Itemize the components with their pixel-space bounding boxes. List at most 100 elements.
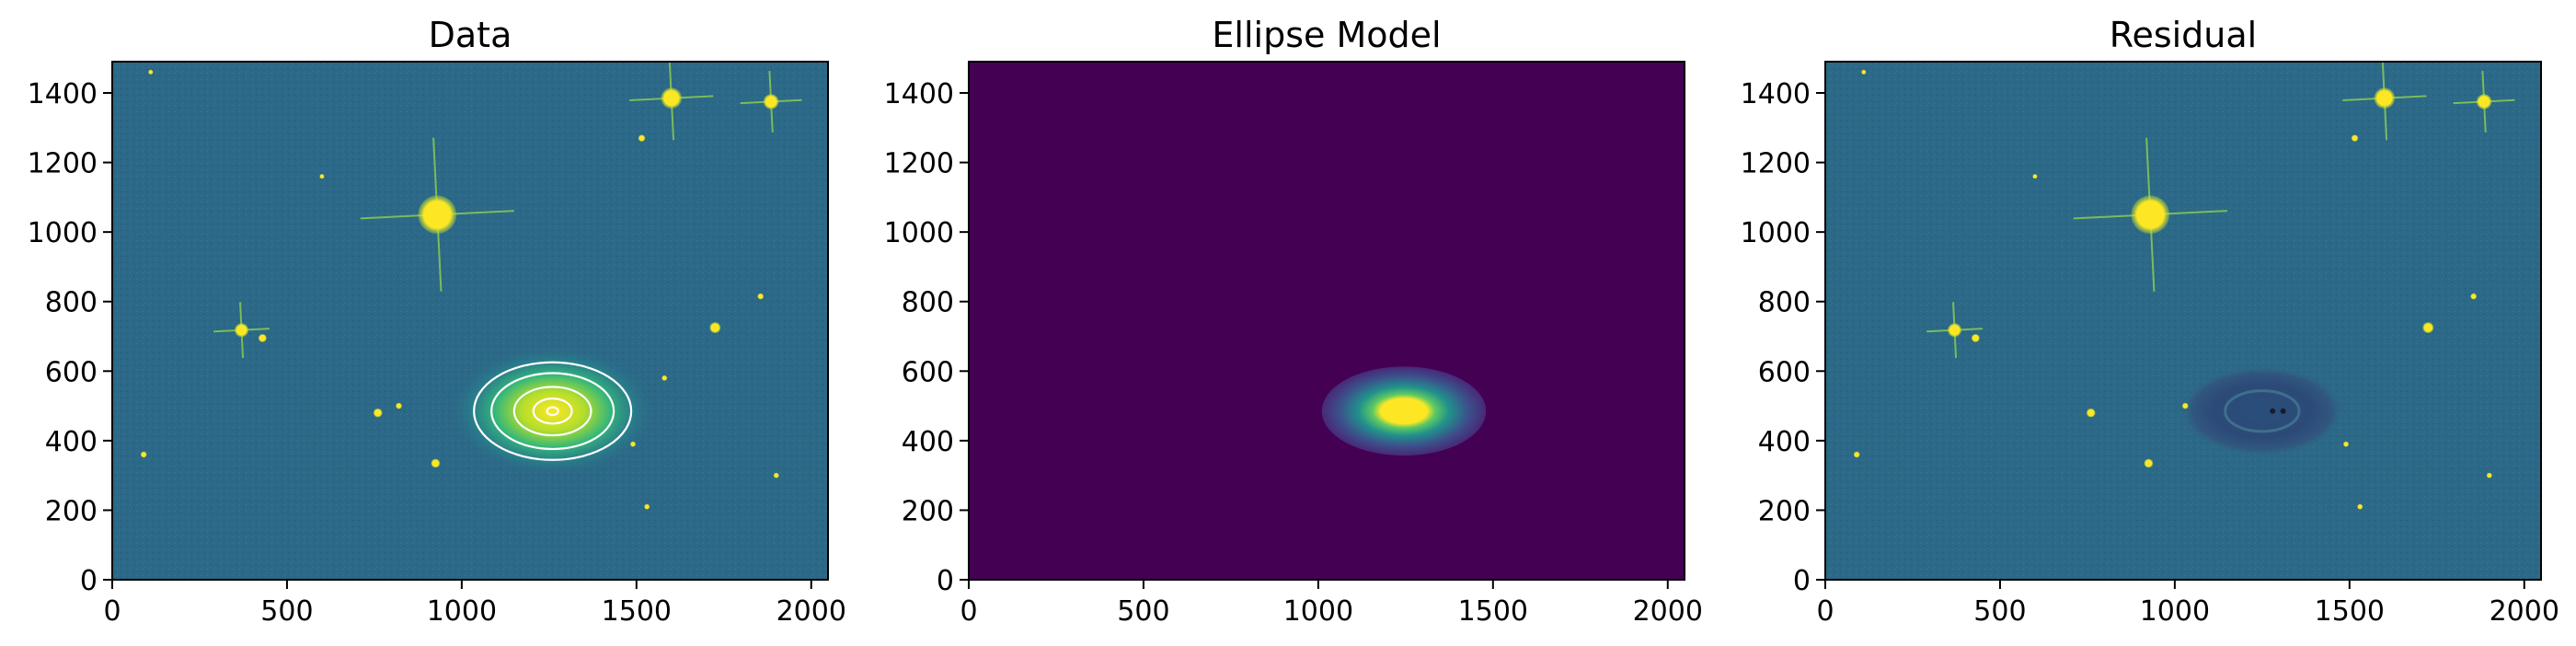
x-tick-label: 2000 xyxy=(1633,595,1703,628)
y-tick-label: 400 xyxy=(902,426,954,458)
star xyxy=(773,472,779,479)
x-tick-label: 0 xyxy=(103,595,121,628)
panel-1: Ellipse Model 0 500 1000 1500 2000 0 200 400 600 8… xyxy=(884,15,1703,628)
star xyxy=(661,87,683,110)
y-tick-label: 0 xyxy=(1793,565,1811,597)
x-tick-label: 1500 xyxy=(2315,595,2385,628)
star xyxy=(2422,321,2434,334)
panel-title: Data xyxy=(429,15,512,55)
x-tick-label: 2000 xyxy=(776,595,846,628)
residual-core xyxy=(2280,408,2286,414)
isophote xyxy=(546,406,559,417)
star xyxy=(629,441,637,447)
panel-title: Ellipse Model xyxy=(1212,15,1441,55)
star xyxy=(2086,408,2096,418)
star xyxy=(396,402,402,410)
star xyxy=(373,408,383,418)
star xyxy=(319,174,325,179)
star xyxy=(2181,402,2189,410)
model-galaxy xyxy=(1321,366,1487,456)
star xyxy=(2351,134,2359,142)
star xyxy=(258,333,267,342)
x-tick-label: 0 xyxy=(960,595,977,628)
y-tick-label: 600 xyxy=(1758,356,1811,388)
y-tick-label: 400 xyxy=(45,426,98,458)
image-background xyxy=(969,62,1685,580)
star xyxy=(763,94,779,110)
x-tick-label: 500 xyxy=(260,595,313,628)
x-tick-label: 1000 xyxy=(427,595,497,628)
star xyxy=(1947,323,1962,338)
x-tick-label: 1000 xyxy=(1283,595,1353,628)
star xyxy=(2357,503,2363,510)
star xyxy=(431,458,441,468)
isophote xyxy=(473,361,633,461)
galaxy xyxy=(447,344,658,478)
y-tick-label: 1400 xyxy=(28,78,98,110)
star xyxy=(1861,69,1867,75)
star xyxy=(2470,293,2478,300)
y-tick-label: 0 xyxy=(937,565,954,597)
residual-galaxy xyxy=(2179,365,2345,456)
star xyxy=(1971,333,1980,342)
star xyxy=(638,134,646,142)
y-tick-label: 600 xyxy=(902,356,954,388)
y-tick-label: 1400 xyxy=(1741,78,1811,110)
star xyxy=(757,293,765,300)
y-tick-label: 200 xyxy=(902,495,954,527)
x-tick-label: 1500 xyxy=(602,595,672,628)
isophote xyxy=(490,372,615,451)
y-tick-label: 1200 xyxy=(28,148,98,180)
image-area xyxy=(112,62,828,580)
panel-2: Residual 0 500 1000 1500 2000 0 200 400 600 800 100… xyxy=(1741,15,2559,628)
y-tick-label: 0 xyxy=(80,565,98,597)
star xyxy=(418,195,457,235)
x-tick-label: 0 xyxy=(1816,595,1834,628)
star xyxy=(661,375,668,381)
x-tick-label: 2000 xyxy=(2490,595,2559,628)
x-tick-label: 1500 xyxy=(1458,595,1528,628)
x-tick-label: 500 xyxy=(1973,595,2026,628)
y-tick-label: 1000 xyxy=(28,217,98,249)
star xyxy=(2032,174,2038,179)
axes-frame xyxy=(968,61,1685,581)
y-tick-label: 800 xyxy=(1758,287,1811,319)
x-tick-label: 500 xyxy=(1117,595,1169,628)
y-tick-label: 600 xyxy=(45,356,98,388)
star xyxy=(709,321,721,334)
image-background xyxy=(1825,62,2541,580)
image-area xyxy=(969,62,1685,580)
star xyxy=(2486,472,2492,479)
star xyxy=(2476,94,2492,110)
panel-0: Data 0 500 1000 1500 2000 0 200 400 600 800 1000 120… xyxy=(28,15,846,628)
axes-frame xyxy=(1824,61,2542,581)
star xyxy=(2131,195,2170,235)
y-tick-label: 400 xyxy=(1758,426,1811,458)
panel-title: Residual xyxy=(2110,15,2257,55)
image-background xyxy=(112,62,828,580)
isophote xyxy=(532,398,573,425)
x-tick-label: 1000 xyxy=(2140,595,2210,628)
y-tick-label: 200 xyxy=(45,495,98,527)
y-tick-label: 1400 xyxy=(884,78,954,110)
star xyxy=(2342,441,2350,447)
star xyxy=(148,69,154,75)
residual-ring xyxy=(2224,389,2301,433)
residual-core xyxy=(2270,408,2276,414)
star xyxy=(234,323,249,338)
y-tick-label: 800 xyxy=(45,287,98,319)
y-tick-label: 200 xyxy=(1758,495,1811,527)
y-tick-label: 1200 xyxy=(884,148,954,180)
star xyxy=(1853,451,1860,458)
isophote xyxy=(512,386,592,437)
y-tick-label: 1000 xyxy=(884,217,954,249)
image-area xyxy=(1825,62,2541,580)
star xyxy=(140,451,147,458)
star xyxy=(2144,458,2154,468)
star xyxy=(2374,87,2396,110)
y-tick-label: 800 xyxy=(902,287,954,319)
axes-frame xyxy=(111,61,829,581)
star xyxy=(644,503,650,510)
y-tick-label: 1200 xyxy=(1741,148,1811,180)
